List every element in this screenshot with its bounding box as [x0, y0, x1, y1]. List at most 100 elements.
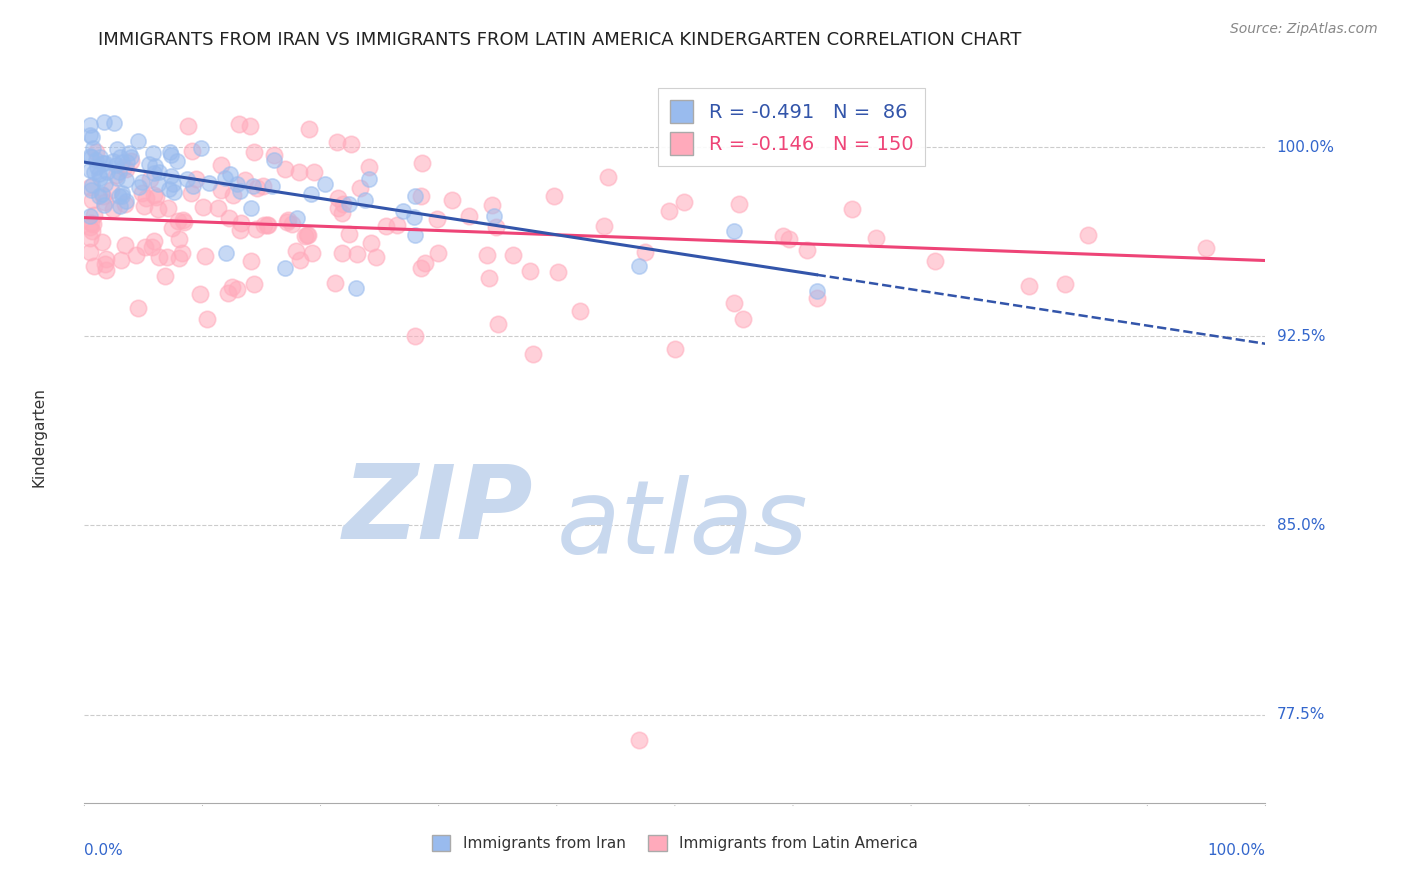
Point: [96, 164, 118, 178]
Point: [79, 162, 101, 177]
Point: [297, 228, 319, 243]
Point: [79, 118, 101, 132]
Point: [167, 252, 190, 266]
Point: [239, 254, 262, 268]
Point: [82, 140, 104, 154]
Point: [217, 285, 239, 300]
Point: [79, 209, 101, 223]
Point: [218, 211, 240, 225]
Point: [225, 282, 247, 296]
Point: [209, 158, 232, 172]
Point: [155, 268, 177, 283]
Point: [79, 128, 101, 142]
Point: [218, 167, 240, 181]
Point: [173, 215, 195, 229]
Point: [299, 186, 322, 201]
Point: [125, 247, 148, 261]
Point: [138, 157, 160, 171]
Point: [83, 208, 105, 222]
Point: [193, 200, 215, 214]
Point: [107, 165, 129, 179]
Point: [806, 284, 828, 298]
Point: [385, 218, 408, 232]
Point: [145, 189, 167, 203]
Point: [222, 188, 245, 202]
Text: Kindergarten: Kindergarten: [32, 387, 46, 487]
Point: [731, 312, 754, 326]
Point: [628, 732, 651, 747]
Point: [727, 197, 749, 211]
Point: [1053, 277, 1076, 291]
Point: [411, 156, 433, 170]
Point: [91, 156, 114, 170]
Point: [360, 235, 382, 250]
Point: [404, 189, 426, 203]
Point: [188, 287, 211, 301]
Point: [357, 160, 380, 174]
Point: [86, 161, 108, 175]
Point: [108, 150, 131, 164]
Text: 100.0%: 100.0%: [1208, 843, 1265, 858]
Point: [82, 218, 104, 232]
Text: atlas: atlas: [557, 475, 808, 574]
Point: [301, 245, 323, 260]
Point: [114, 162, 136, 177]
Point: [195, 311, 218, 326]
Point: [120, 154, 142, 169]
Point: [157, 201, 180, 215]
Point: [115, 194, 138, 208]
Point: [1195, 241, 1218, 255]
Point: [159, 145, 181, 160]
Point: [105, 170, 128, 185]
Point: [339, 196, 361, 211]
Point: [148, 177, 170, 191]
Point: [79, 245, 101, 260]
Point: [276, 214, 298, 228]
Point: [263, 153, 285, 168]
Point: [478, 271, 501, 285]
Point: [673, 194, 696, 209]
Point: [256, 219, 278, 233]
Point: [214, 170, 236, 185]
Point: [172, 213, 194, 227]
Point: [84, 153, 107, 168]
Point: [117, 155, 139, 169]
Point: [166, 153, 188, 168]
Point: [633, 245, 655, 260]
Point: [924, 253, 946, 268]
Point: [100, 183, 122, 197]
Point: [302, 165, 325, 179]
Point: [94, 156, 117, 170]
Point: [148, 165, 170, 179]
Point: [326, 135, 349, 149]
Point: [120, 151, 142, 165]
Point: [778, 232, 800, 246]
Point: [83, 165, 105, 179]
Point: [242, 277, 264, 291]
Point: [90, 235, 112, 249]
Text: 85.0%: 85.0%: [1277, 518, 1324, 533]
Point: [482, 209, 505, 223]
Legend: Immigrants from Iran, Immigrants from Latin America: Immigrants from Iran, Immigrants from La…: [426, 830, 924, 857]
Point: [262, 178, 284, 193]
Point: [93, 115, 115, 129]
Point: [169, 232, 191, 246]
Point: [519, 264, 541, 278]
Text: Source: ZipAtlas.com: Source: ZipAtlas.com: [1230, 22, 1378, 37]
Point: [131, 186, 153, 200]
Point: [197, 176, 219, 190]
Point: [330, 206, 353, 220]
Point: [246, 181, 269, 195]
Point: [239, 119, 262, 133]
Point: [118, 145, 141, 160]
Point: [194, 249, 217, 263]
Point: [285, 211, 308, 226]
Point: [135, 190, 157, 204]
Point: [288, 253, 311, 268]
Point: [426, 246, 449, 260]
Point: [190, 141, 212, 155]
Point: [841, 202, 863, 216]
Text: ZIP: ZIP: [343, 459, 533, 561]
Point: [142, 146, 165, 161]
Point: [221, 280, 243, 294]
